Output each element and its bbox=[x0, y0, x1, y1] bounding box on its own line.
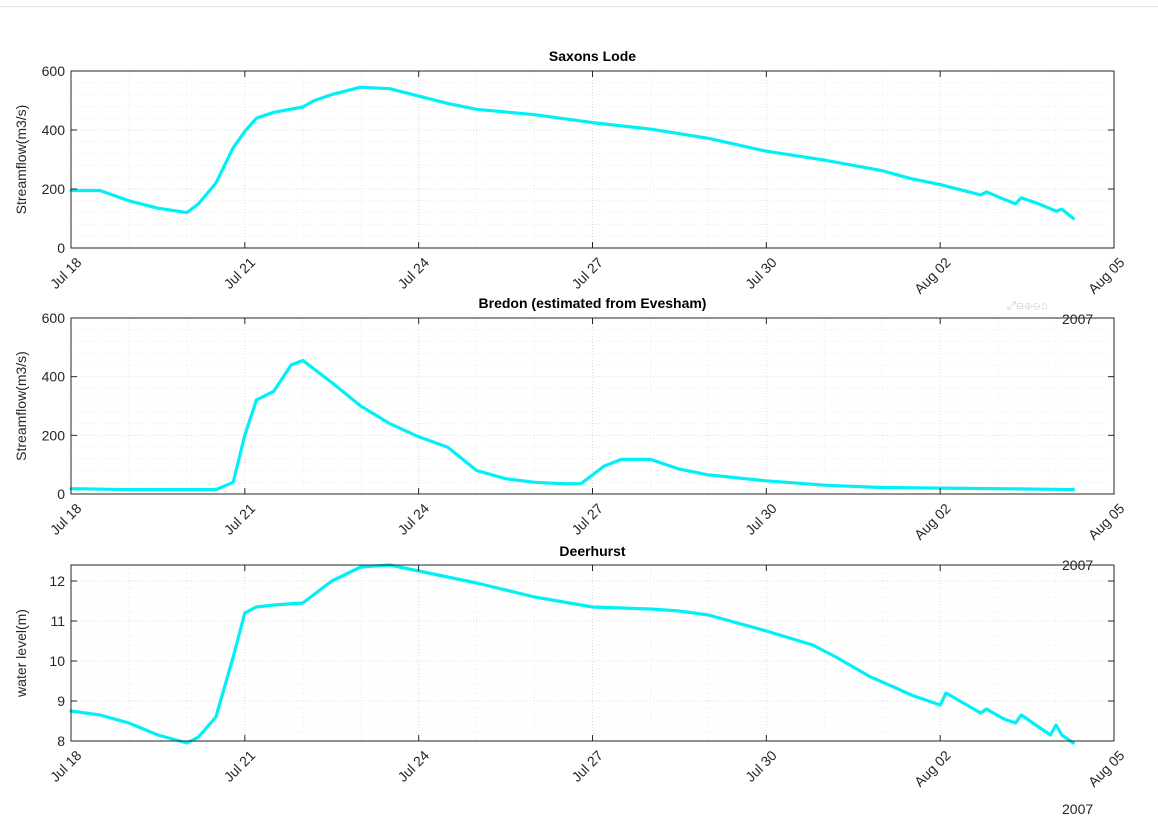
x-tick-label: Aug 05 bbox=[1085, 747, 1128, 790]
series-line bbox=[71, 565, 1073, 743]
x-tick-label: Jul 24 bbox=[394, 747, 432, 785]
y-tick-label: 600 bbox=[42, 63, 66, 79]
x-tick-label: Jul 30 bbox=[742, 500, 780, 538]
y-tick-label: 600 bbox=[42, 310, 66, 326]
x-tick-label: Aug 02 bbox=[911, 254, 954, 297]
subplot-title: Bredon (estimated from Evesham) bbox=[479, 295, 707, 311]
y-tick-label: 0 bbox=[57, 486, 65, 502]
x-tick-label: Aug 05 bbox=[1085, 500, 1128, 543]
x-tick-label: Aug 05 bbox=[1085, 254, 1128, 297]
y-tick-label: 0 bbox=[57, 240, 65, 256]
y-axis-label: water level(m) bbox=[13, 609, 29, 698]
subplot-2: 0 200 400 600 Jul 18 Jul 21 Jul 24 Jul 27 Jul 30… bbox=[13, 295, 1128, 573]
x-tick-label: Jul 27 bbox=[568, 500, 606, 538]
x-tick-label: Jul 18 bbox=[47, 500, 85, 538]
x-tick-label: Jul 30 bbox=[742, 254, 780, 292]
y-axis-label: Streamflow(m3/s) bbox=[13, 351, 29, 461]
x-tick-label: Jul 21 bbox=[221, 500, 259, 538]
y-axis-label: Streamflow(m3/s) bbox=[13, 105, 29, 215]
x-tick-label: Jul 21 bbox=[221, 747, 259, 785]
x-tick-label: Jul 18 bbox=[47, 747, 85, 785]
x-tick-label: Jul 24 bbox=[394, 500, 432, 538]
x-axis-year-label: 2007 bbox=[1062, 801, 1093, 817]
y-tick-label: 200 bbox=[42, 181, 66, 197]
y-tick-label: 10 bbox=[49, 653, 65, 669]
axes-toolbar[interactable]: ⤢⊟⊕⊖⌂ bbox=[1007, 300, 1049, 313]
x-tick-label: Aug 02 bbox=[911, 500, 954, 543]
subplot-title: Saxons Lode bbox=[549, 48, 636, 64]
x-tick-label: Aug 02 bbox=[911, 747, 954, 790]
x-tick-label: Jul 27 bbox=[568, 747, 606, 785]
x-tick-label: Jul 30 bbox=[742, 747, 780, 785]
subplot-title: Deerhurst bbox=[559, 543, 625, 559]
x-tick-label: Jul 24 bbox=[394, 254, 432, 292]
y-tick-label: 11 bbox=[50, 613, 65, 629]
x-tick-label: Jul 27 bbox=[568, 254, 606, 292]
y-tick-label: 9 bbox=[57, 693, 65, 709]
y-tick-label: 400 bbox=[42, 122, 66, 138]
y-tick-label: 12 bbox=[49, 573, 65, 589]
x-axis-year-label: 2007 bbox=[1062, 311, 1093, 327]
subplot-3: 8 9 10 11 12 Jul 18 Jul 21 Jul 24 Jul 27 Jul 30 Au… bbox=[13, 543, 1128, 817]
x-tick-label: Jul 21 bbox=[221, 254, 259, 292]
x-tick-label: Jul 18 bbox=[47, 254, 85, 292]
subplot-1: 0 200 400 600 Jul 18 Jul 21 Jul 24 Jul 27 Jul 30… bbox=[13, 48, 1128, 327]
y-tick-label: 400 bbox=[42, 369, 66, 385]
y-tick-label: 200 bbox=[42, 427, 66, 443]
y-tick-label: 8 bbox=[57, 733, 65, 749]
